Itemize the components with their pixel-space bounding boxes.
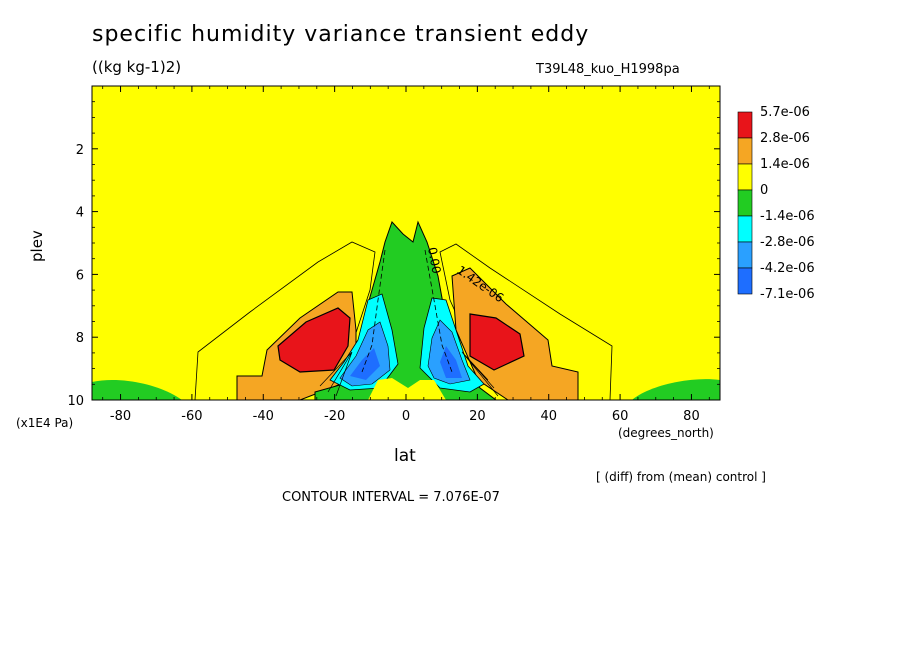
legend-label: -2.8e-06 [760,235,815,250]
y-tick-label: 8 [76,331,84,346]
chart-units: ((kg kg-1)2) [92,58,182,76]
color-legend: 5.7e-06 2.8e-06 1.4e-06 0 -1.4e-06 -2.8e-06 -4… [737,105,815,302]
green-region-north [632,379,720,400]
green-region-south [92,380,182,400]
converging-lines-nh [461,351,499,397]
x-axis: -80 -60 -40 -20 0 20 40 60 80 [102,86,710,424]
x-tick-label: 20 [469,409,486,424]
y-axis: 2 4 6 8 10 [67,101,720,409]
legend-swatch [737,267,753,295]
run-name: T39L48_kuo_H1998pa [536,62,680,77]
y-tick-label: 4 [76,206,84,221]
x-axis-label: lat [394,446,416,466]
x-tick-label: 40 [540,409,557,424]
legend-label: 1.4e-06 [760,157,810,172]
contour-interval: CONTOUR INTERVAL = 7.076E-07 [282,490,500,505]
legend-label: -4.2e-06 [760,261,815,276]
blue-region-sh [339,321,391,387]
legend-swatch [737,215,753,243]
difference-note: [ (diff) from (mean) control ] [596,470,766,484]
legend-label: 5.7e-06 [760,105,810,120]
dashed-contour-sh [361,249,386,373]
legend-swatch [737,111,753,139]
legend-swatch [737,163,753,191]
y-axis-units: (x1E4 Pa) [16,416,74,430]
legend-swatch [737,137,753,165]
converging-lines-sh [319,351,353,397]
legend-swatch [737,241,753,269]
x-tick-label: 0 [402,409,410,424]
red-core-nh [469,313,525,371]
x-axis-units: (degrees_north) [618,426,714,440]
contour-label-zero: 0.00 [425,246,443,275]
x-tick-label: -40 [253,409,274,424]
x-tick-label: 80 [683,409,700,424]
chart-title: specific humidity variance transient edd… [92,22,590,47]
y-tick-label: 2 [76,143,84,158]
legend-swatch [737,189,753,217]
y-tick-label: 10 [67,394,84,409]
yellow-notch-bottom [368,378,446,400]
x-tick-label: -20 [324,409,345,424]
dashed-contour-nh [424,249,453,373]
contour-line-outer-sh [194,241,376,400]
x-tick-label: 60 [612,409,629,424]
legend-label: 2.8e-06 [760,131,810,146]
red-core-sh [277,307,351,373]
legend-label: -7.1e-06 [760,287,815,302]
x-tick-label: -60 [181,409,202,424]
contour-field [92,86,720,400]
x-tick-label: -80 [110,409,131,424]
legend-label: -1.4e-06 [760,209,815,224]
y-tick-label: 6 [76,268,84,283]
legend-label: 0 [760,183,768,198]
